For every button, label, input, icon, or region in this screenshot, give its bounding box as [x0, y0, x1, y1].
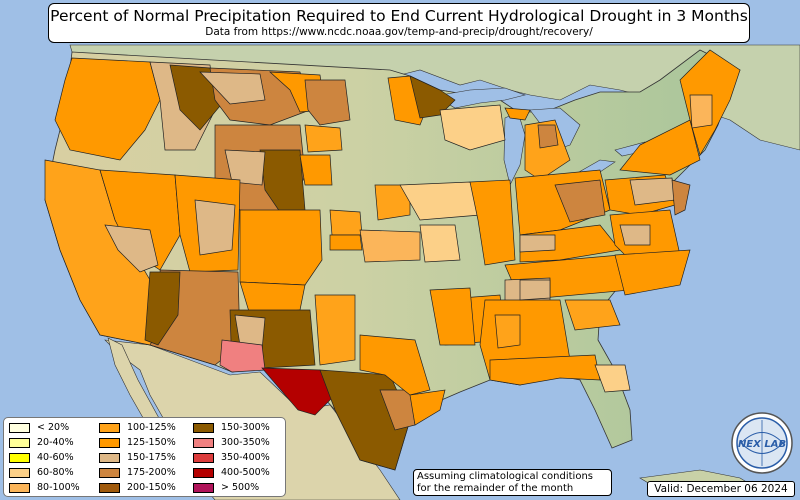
legend-swatch — [99, 452, 120, 463]
legend-label: 125-150% — [127, 437, 176, 448]
region-carolina — [614, 249, 691, 296]
legend-label: 200-150% — [127, 482, 176, 493]
legend-swatch — [193, 422, 214, 433]
legend-item: 125-150% — [99, 436, 176, 449]
legend-swatch — [99, 467, 120, 478]
legend-item: 80-100% — [9, 481, 80, 494]
region-ne-light — [689, 94, 713, 129]
region-kentucky — [519, 224, 621, 263]
drought-regions — [44, 49, 741, 471]
legend-item: 40-60% — [9, 451, 74, 464]
legend-item: 350-400% — [193, 451, 270, 464]
region-dakotas — [304, 79, 351, 126]
region-utah-light — [194, 199, 236, 256]
region-ms-dark — [494, 314, 521, 349]
region-arizona-dark — [144, 271, 181, 346]
assumption-note-line2: for the remainder of the month — [417, 483, 574, 494]
logo-text: NEX LAB — [738, 439, 786, 450]
region-nevada-south — [104, 224, 159, 273]
legend-swatch — [193, 482, 214, 493]
region-nebraska — [299, 154, 333, 186]
legend-swatch — [99, 422, 120, 433]
legend-label: 80-100% — [37, 482, 80, 493]
region-pa-light — [629, 177, 676, 206]
region-texas-pan — [314, 294, 356, 366]
legend-swatch — [193, 467, 214, 478]
assumption-note-line1: Assuming climatological conditions — [417, 471, 593, 482]
region-oklahoma — [429, 287, 476, 346]
region-gulf-coast — [489, 354, 601, 386]
region-michigan-dark — [537, 124, 559, 149]
legend-swatch — [193, 437, 214, 448]
region-west-texas — [261, 367, 336, 416]
region-wisconsin — [439, 104, 506, 151]
region-sd — [304, 124, 343, 153]
region-ohio-brown — [554, 179, 606, 223]
legend-label: 150-300% — [221, 422, 270, 433]
legend-item: 100-125% — [99, 421, 176, 434]
legend-swatch — [99, 437, 120, 448]
region-montana-light — [199, 71, 266, 105]
region-va-light — [619, 224, 651, 246]
region-nm-southwest — [219, 339, 266, 373]
legend-label: 60-80% — [37, 467, 74, 478]
region-ks — [329, 209, 363, 236]
legend-item: 300-350% — [193, 436, 270, 449]
legend-label: 150-175% — [127, 452, 176, 463]
legend-label: 350-400% — [221, 452, 270, 463]
region-michigan — [524, 119, 571, 181]
legend-label: 100-125% — [127, 422, 176, 433]
legend-label: < 20% — [37, 422, 70, 433]
region-illinois — [469, 179, 516, 266]
region-ne-east — [374, 184, 411, 221]
legend-item: 175-200% — [99, 466, 176, 479]
region-kentucky-light — [519, 234, 556, 253]
legend-label: 300-350% — [221, 437, 270, 448]
nexlab-logo-icon: NEX LAB — [731, 412, 793, 474]
legend-swatch — [9, 467, 30, 478]
region-texas-coast — [409, 389, 446, 426]
valid-date: Valid: December 06 2024 — [647, 481, 795, 497]
map-subtitle: Data from https://www.ncdc.noaa.gov/temp… — [205, 26, 593, 38]
region-colorado — [239, 209, 323, 286]
legend-item: 200-150% — [99, 481, 176, 494]
region-missouri — [419, 224, 461, 263]
legend-item: 400-500% — [193, 466, 270, 479]
legend-swatch — [9, 437, 30, 448]
map-title: Percent of Normal Precipitation Required… — [50, 7, 748, 25]
legend-swatch — [99, 482, 120, 493]
region-new-york — [619, 119, 701, 176]
legend-item: 60-80% — [9, 466, 74, 479]
legend-label: 400-500% — [221, 467, 270, 478]
title-box: Percent of Normal Precipitation Required… — [48, 3, 750, 43]
legend-item: 20-40% — [9, 436, 74, 449]
legend-swatch — [9, 422, 30, 433]
legend: < 20% 20-40% 40-60% 60-80% 80-100% 100-125% 12… — [3, 417, 286, 497]
region-fl-panhandle — [594, 364, 631, 393]
legend-label: 20-40% — [37, 437, 74, 448]
legend-label: 40-60% — [37, 452, 74, 463]
region-ks2 — [329, 234, 363, 251]
region-nj — [671, 179, 691, 216]
region-ks3 — [359, 229, 421, 263]
legend-item: 150-175% — [99, 451, 176, 464]
region-georgia — [564, 299, 621, 331]
region-alabama-light — [519, 279, 551, 301]
legend-swatch — [9, 452, 30, 463]
region-wyoming-light — [224, 149, 266, 186]
legend-swatch — [193, 452, 214, 463]
legend-item: > 500% — [193, 481, 259, 494]
region-minnesota-dark — [409, 75, 456, 119]
lake-superior — [434, 87, 527, 109]
legend-item: < 20% — [9, 421, 69, 434]
legend-swatch — [9, 482, 30, 493]
legend-item: 150-300% — [193, 421, 270, 434]
legend-label: 175-200% — [127, 467, 176, 478]
legend-label: > 500% — [221, 482, 260, 493]
region-michigan-up — [504, 107, 531, 121]
assumption-note: Assuming climatological conditions for t… — [413, 469, 612, 496]
